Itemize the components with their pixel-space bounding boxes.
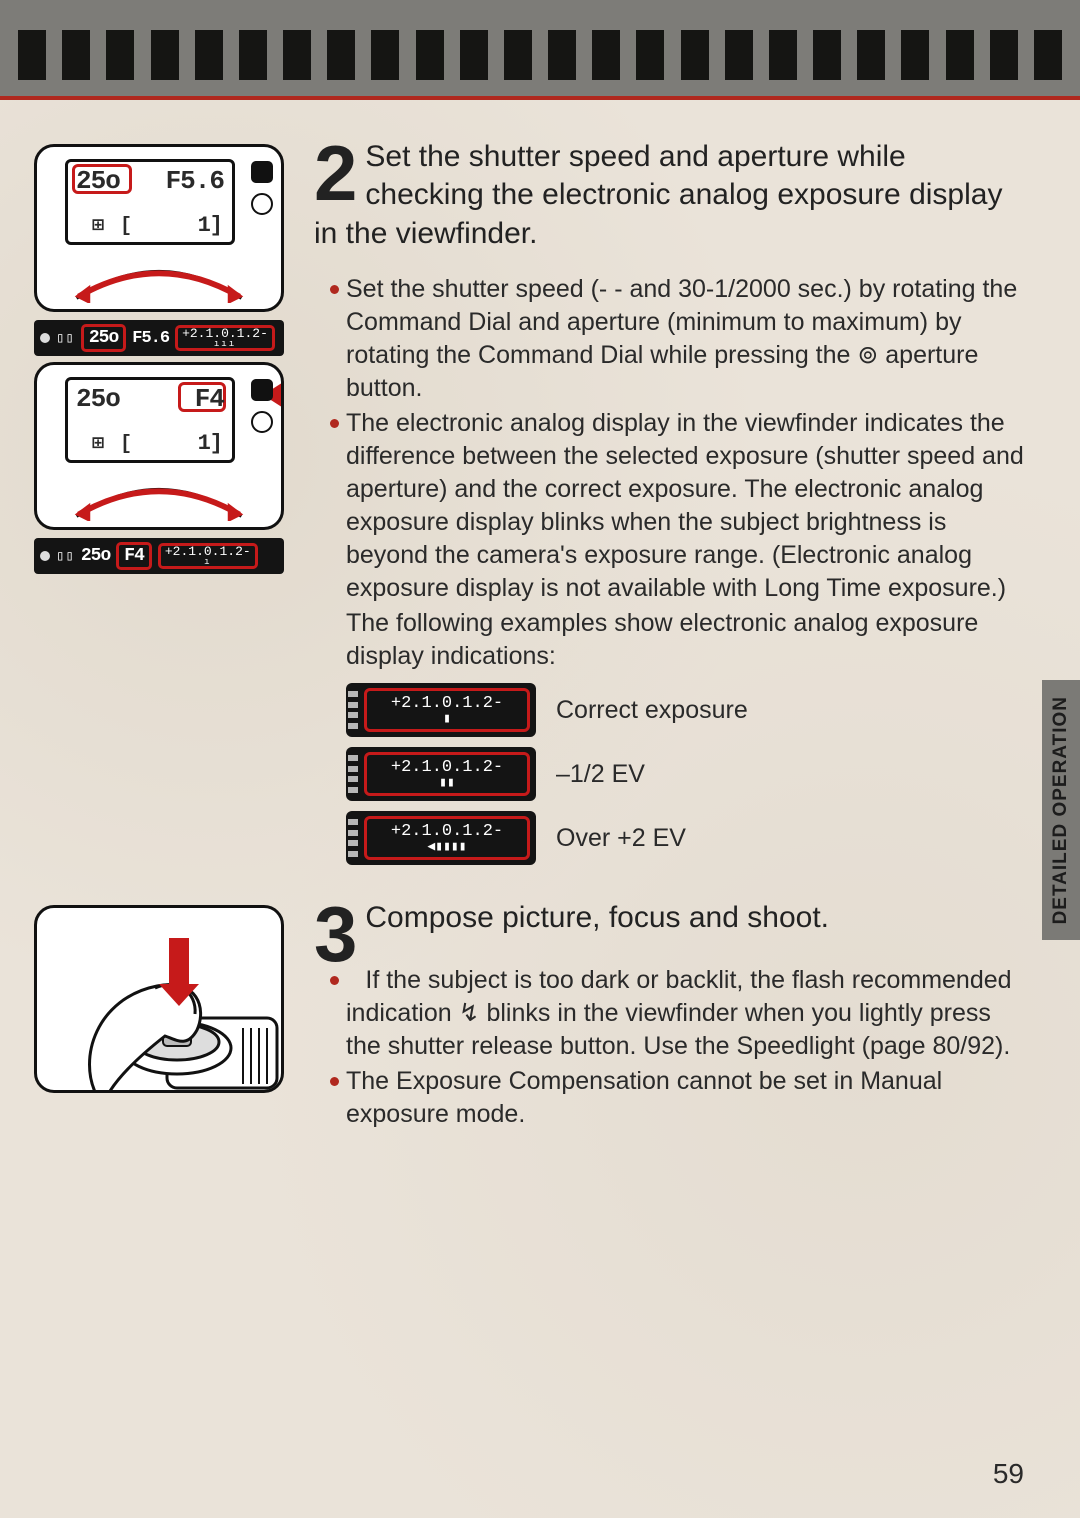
aperture-button-icon <box>251 411 273 433</box>
indicator-row: +2.1.0.1.2-▮ Correct exposure <box>346 683 1028 737</box>
step-2-text: 2 Set the shutter speed and aperture whi… <box>314 138 1028 875</box>
step-3-text: 3 Compose picture, focus and shoot. If t… <box>314 899 1028 1132</box>
command-dial-2 <box>67 479 251 521</box>
lcd-1-bottom-left: ⊞ [ <box>92 212 134 238</box>
vf2-shutter: 25o <box>81 546 110 566</box>
indicator-scale: +2.1.0.1.2- <box>391 823 503 840</box>
indicator-row: +2.1.0.1.2-▮▮ –1/2 EV <box>346 747 1028 801</box>
lcd-2-bottom-right: 1] <box>198 431 222 456</box>
vf2-scale-ticks: ı <box>204 558 211 566</box>
exposure-indicator: +2.1.0.1.2-▮▮ <box>346 747 536 801</box>
exposure-indicator: +2.1.0.1.2-◀▮▮▮▮ <box>346 811 536 865</box>
step-3-number: 3 <box>314 899 357 969</box>
step-3-illustration <box>34 899 284 1132</box>
indicator-marks: ◀▮▮▮▮ <box>427 840 466 853</box>
step-2-number: 2 <box>314 138 357 208</box>
exposure-indicators: +2.1.0.1.2-▮Correct exposure+2.1.0.1.2-▮… <box>314 683 1028 865</box>
vf-dot-icon <box>40 551 50 561</box>
aperture-button-icon <box>251 193 273 215</box>
indicator-label: –1/2 EV <box>556 760 645 789</box>
step-2-heading: Set the shutter speed and aperture while… <box>314 140 1002 250</box>
viewfinder-bar-2: ▯▯ 25o F4 +2.1.0.1.2- ı <box>34 538 284 574</box>
step-2-after-text: The following examples show electronic a… <box>314 607 1028 673</box>
lcd-2: 25o F4 ⊞ [ 1] <box>65 377 235 463</box>
filmstrip-sprockets <box>0 30 1080 80</box>
step-2-heading-block: 2 Set the shutter speed and aperture whi… <box>314 138 1028 253</box>
step-2-illustrations: 25o F5.6 ⊞ [ 1] <box>34 138 284 875</box>
indicator-label: Over +2 EV <box>556 824 686 853</box>
step-3-heading: Compose picture, focus and shoot. <box>365 901 829 934</box>
bullet-item: Set the shutter speed (- - and 30-1/2000… <box>330 273 1028 405</box>
page-number: 59 <box>993 1458 1024 1490</box>
indicator-marks: ▮ <box>443 712 451 725</box>
exposure-indicator: +2.1.0.1.2-▮ <box>346 683 536 737</box>
lcd-2-bottom-left: ⊞ [ <box>92 430 134 456</box>
vf-frame-icon: ▯▯ <box>56 330 75 347</box>
shutter-press-illustration <box>34 905 284 1093</box>
lcd-1-aperture: F5.6 <box>166 166 224 196</box>
header-red-rule <box>0 96 1080 100</box>
camera-lcd-1: 25o F5.6 ⊞ [ 1] <box>34 144 284 312</box>
indicator-row: +2.1.0.1.2-◀▮▮▮▮ Over +2 EV <box>346 811 1028 865</box>
viewfinder-bar-1: ▯▯ 25o F5.6 +2.1.0.1.2- ııı <box>34 320 284 356</box>
bullet-item: If the subject is too dark or backlit, t… <box>330 964 1028 1063</box>
step-3: 3 Compose picture, focus and shoot. If t… <box>34 899 1028 1132</box>
indicator-marks: ▮▮ <box>439 776 455 789</box>
vf1-scale-ticks: ııı <box>214 340 236 348</box>
lcd-2-aperture: F4 <box>195 384 224 414</box>
bullet-item: The electronic analog display in the vie… <box>330 407 1028 605</box>
indicator-scale: +2.1.0.1.2- <box>391 695 503 712</box>
step-3-bullets: If the subject is too dark or backlit, t… <box>314 964 1028 1131</box>
mode-button-icon <box>251 161 273 183</box>
filmstrip-header <box>0 0 1080 96</box>
step-2: 25o F5.6 ⊞ [ 1] <box>34 138 1028 875</box>
indicator-label: Correct exposure <box>556 696 748 725</box>
vf1-aperture: F5.6 <box>132 329 169 348</box>
vf1-shutter: 25o <box>81 324 126 352</box>
mode-button-icon <box>251 379 273 401</box>
lcd-1-side-buttons <box>251 161 273 225</box>
vf2-scale: +2.1.0.1.2- ı <box>158 543 258 569</box>
vf1-scale: +2.1.0.1.2- ııı <box>175 325 275 351</box>
camera-lcd-2: 25o F4 ⊞ [ 1] <box>34 362 284 530</box>
lcd-1-shutter: 25o <box>76 166 120 196</box>
step-3-heading-block: 3 Compose picture, focus and shoot. <box>314 899 1028 937</box>
vf-dot-icon <box>40 333 50 343</box>
lcd-1-bottom-right: 1] <box>198 213 222 238</box>
page-body: 25o F5.6 ⊞ [ 1] <box>0 120 1080 1518</box>
lcd-2-shutter: 25o <box>76 384 120 414</box>
lcd-2-side-buttons <box>251 379 273 443</box>
bullet-item: The Exposure Compensation cannot be set … <box>330 1065 1028 1131</box>
vf-frame-icon: ▯▯ <box>56 548 75 565</box>
command-dial-1 <box>67 261 251 303</box>
vf2-aperture: F4 <box>116 542 152 570</box>
indicator-scale: +2.1.0.1.2- <box>391 759 503 776</box>
step-2-bullets: Set the shutter speed (- - and 30-1/2000… <box>314 273 1028 605</box>
lcd-1: 25o F5.6 ⊞ [ 1] <box>65 159 235 245</box>
